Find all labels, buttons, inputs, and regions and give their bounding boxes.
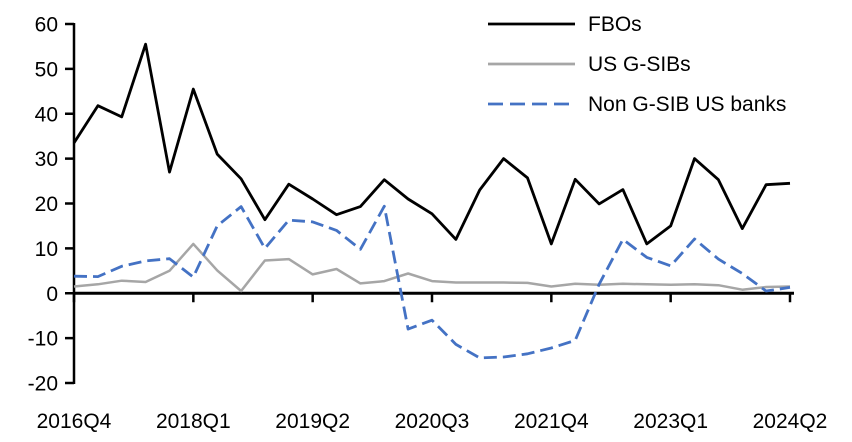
series-line-2 (73, 204, 791, 360)
x-tick-label: 2018Q1 (156, 410, 231, 433)
y-tick-label: 20 (35, 193, 58, 216)
x-tick-label: 2023Q1 (633, 410, 708, 433)
series-line-1 (73, 242, 791, 293)
y-tick-label: 0 (46, 283, 58, 306)
axes: 60 50 40 30 20 10 0 -10 -20 2016Q4 2018Q1 2019Q2 202… (28, 14, 828, 434)
x-tick-label: 2020Q3 (395, 410, 470, 433)
y-tick-label: 60 (35, 14, 58, 37)
legend-label-non-gsib: Non G-SIB US banks (588, 93, 786, 116)
chart-series (72, 42, 791, 360)
y-tick-label: 30 (35, 148, 58, 171)
x-tick-label: 2016Q4 (37, 410, 112, 433)
y-tick-label: -10 (28, 328, 58, 351)
y-tick-label: 40 (35, 103, 58, 126)
x-tick-label: 2024Q2 (753, 410, 828, 433)
legend-item-non-gsib: Non G-SIB US banks (488, 93, 786, 116)
legend-label-us-gsibs: US G-SIBs (588, 53, 691, 76)
series-line-0 (72, 42, 791, 246)
y-tick-label: 10 (35, 238, 58, 261)
y-tick-label: -20 (28, 373, 58, 396)
y-tick-label: 50 (35, 58, 58, 81)
x-tick-label: 2021Q4 (514, 410, 589, 433)
legend-item-fbos: FBOs (488, 13, 642, 36)
legend-label-fbos: FBOs (588, 13, 642, 36)
x-tick-label: 2019Q2 (275, 410, 350, 433)
legend-item-us-gsibs: US G-SIBs (488, 53, 691, 76)
chart-legend: FBOs US G-SIBs Non G-SIB US banks (488, 13, 786, 116)
